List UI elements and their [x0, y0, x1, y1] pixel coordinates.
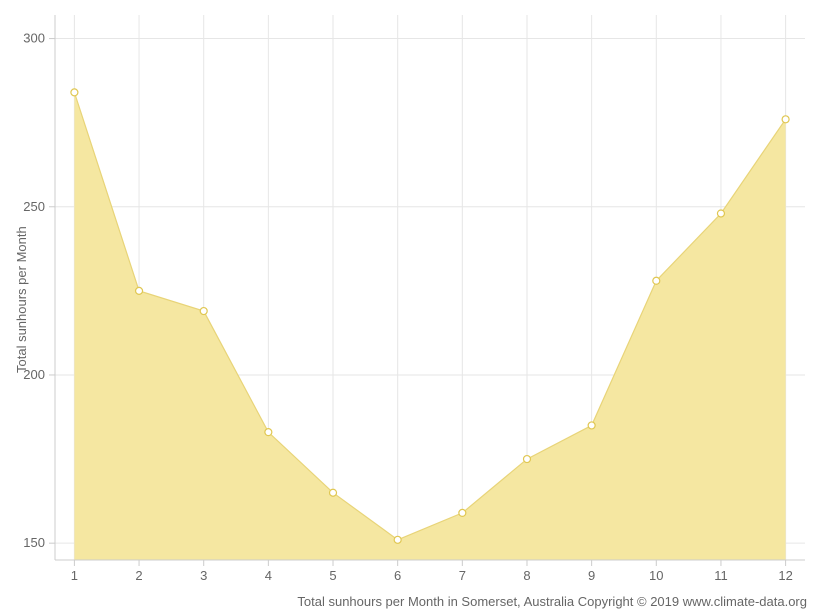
- x-tick-label: 12: [778, 568, 792, 583]
- x-tick-label: 11: [714, 568, 728, 583]
- x-tick-label: 10: [649, 568, 663, 583]
- data-point: [136, 287, 143, 294]
- y-tick-label: 300: [23, 31, 45, 46]
- data-point: [717, 210, 724, 217]
- y-tick-label: 150: [23, 535, 45, 550]
- data-point: [653, 277, 660, 284]
- x-tick-label: 1: [71, 568, 78, 583]
- data-point: [265, 429, 272, 436]
- data-point: [782, 116, 789, 123]
- x-tick-label: 3: [200, 568, 207, 583]
- x-tick-label: 7: [459, 568, 466, 583]
- data-point: [200, 308, 207, 315]
- x-tick-label: 2: [135, 568, 142, 583]
- data-point: [523, 456, 530, 463]
- x-tick-label: 8: [523, 568, 530, 583]
- x-tick-label: 5: [329, 568, 336, 583]
- data-point: [459, 509, 466, 516]
- sunhours-area-chart: 123456789101112150200250300 Total sunhou…: [0, 0, 815, 611]
- x-tick-label: 6: [394, 568, 401, 583]
- chart-svg: 123456789101112150200250300: [0, 0, 815, 611]
- chart-caption: Total sunhours per Month in Somerset, Au…: [297, 594, 807, 609]
- x-tick-label: 9: [588, 568, 595, 583]
- y-tick-label: 250: [23, 199, 45, 214]
- data-point: [71, 89, 78, 96]
- x-tick-label: 4: [265, 568, 272, 583]
- data-point: [330, 489, 337, 496]
- data-point: [588, 422, 595, 429]
- y-axis-label: Total sunhours per Month: [14, 226, 29, 373]
- data-point: [394, 536, 401, 543]
